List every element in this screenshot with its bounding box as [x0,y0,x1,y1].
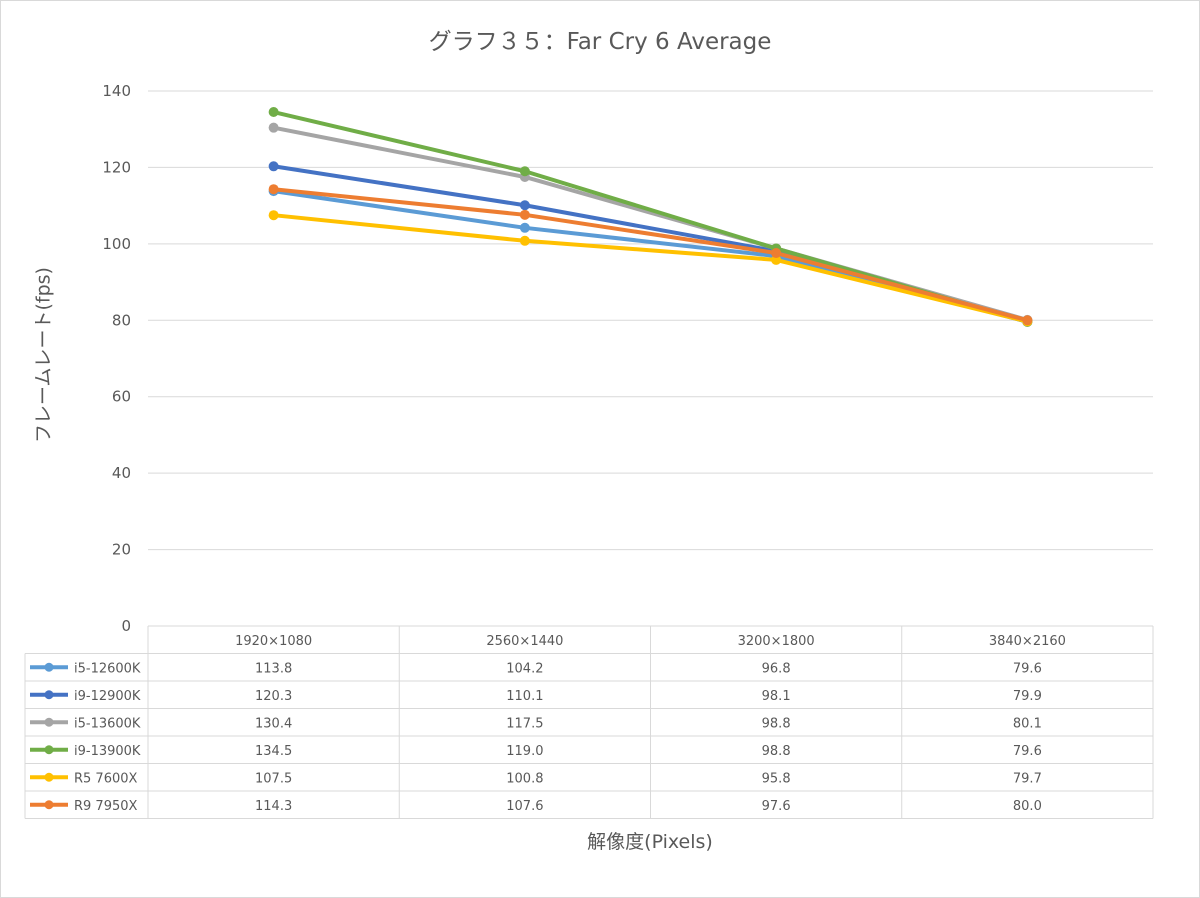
data-table-value: 95.8 [762,771,791,786]
data-table-value: 119.0 [506,744,543,759]
x-tick-label: 3200×1800 [738,634,815,649]
data-table-value: 120.3 [255,689,292,704]
data-point [519,166,530,177]
legend-key-marker [44,717,54,727]
y-tick-label: 80 [112,311,131,329]
x-axis-label: 解像度(Pixels) [587,831,713,853]
data-point [519,200,530,211]
legend-entry: i5-12600K [74,661,141,676]
series-line [271,213,1030,324]
data-table-value: 98.8 [762,716,791,731]
data-point [771,254,782,265]
y-tick-label: 100 [102,235,131,253]
data-table-value: 98.8 [762,744,791,759]
legend-entry: i9-13900K [74,744,141,759]
y-tick-label: 0 [121,617,131,635]
data-point [519,209,530,220]
x-tick-label: 1920×1080 [235,634,312,649]
legend-key-marker [44,800,54,810]
y-tick-label: 20 [112,541,131,559]
data-point [268,184,279,195]
legend-key-marker [44,745,54,755]
data-table-value: 107.6 [506,799,543,814]
data-table-value: 98.1 [762,689,791,704]
series-line [271,187,1030,323]
y-tick-label: 60 [112,388,131,406]
data-point [268,161,279,172]
y-tick-label: 120 [102,158,131,176]
y-tick-label: 140 [102,82,131,100]
data-table-value: 79.9 [1013,689,1042,704]
legend-entry: R9 7950X [74,799,138,814]
data-table-value: 110.1 [506,689,543,704]
data-point [268,210,279,221]
data-table-value: 114.3 [255,799,292,814]
data-point [268,122,279,133]
data-point [1022,315,1033,326]
legend-entry: i9-12900K [74,689,141,704]
data-table-value: 117.5 [506,716,543,731]
data-table-value: 79.7 [1013,771,1042,786]
legend-key-marker [44,690,54,700]
data-table-value: 79.6 [1013,661,1042,676]
data-table-value: 80.1 [1013,716,1042,731]
data-point [771,248,782,259]
data-table-value: 107.5 [255,771,292,786]
legend-key-marker [44,772,54,782]
chart-title: グラフ３５：Far Cry 6 Average [428,29,772,55]
x-tick-label: 2560×1440 [486,634,563,649]
data-point [519,222,530,233]
data-point [268,107,279,118]
data-table-value: 80.0 [1013,799,1042,814]
data-table-value: 104.2 [506,661,543,676]
x-tick-label: 3840×2160 [989,634,1066,649]
data-table-value: 97.6 [762,799,791,814]
data-table-value: 134.5 [255,744,292,759]
data-table-value: 130.4 [255,716,292,731]
data-table-value: 113.8 [255,661,292,676]
data-table-value: 100.8 [506,771,543,786]
data-point [519,235,530,246]
legend-entry: i5-13600K [74,716,141,731]
y-tick-label: 40 [112,464,131,482]
legend-key-marker [44,662,54,672]
legend-entry: R5 7600X [74,771,138,786]
data-table-value: 79.6 [1013,744,1042,759]
data-table-value: 96.8 [762,661,791,676]
